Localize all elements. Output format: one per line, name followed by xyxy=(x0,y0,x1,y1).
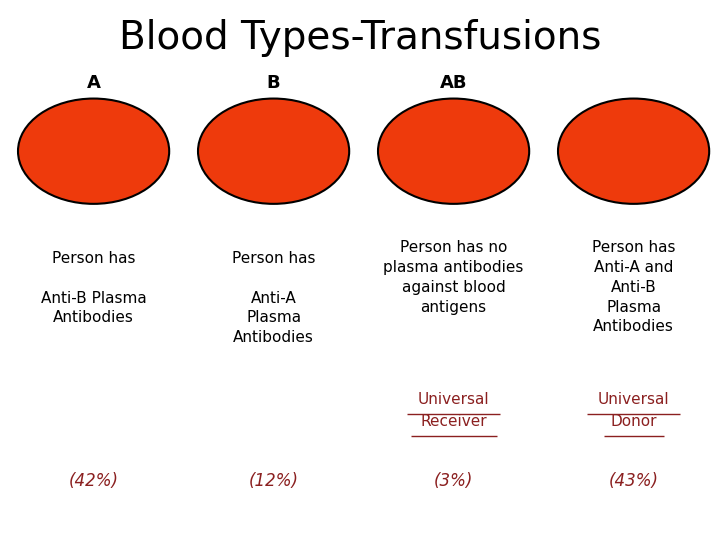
Text: (3%): (3%) xyxy=(434,471,473,490)
Text: Blood Types-Transfusions: Blood Types-Transfusions xyxy=(119,19,601,57)
Text: Donor: Donor xyxy=(611,414,657,429)
Text: AB: AB xyxy=(440,74,467,92)
Text: (12%): (12%) xyxy=(248,471,299,490)
Text: Person has

Anti-A
Plasma
Antibodies: Person has Anti-A Plasma Antibodies xyxy=(232,251,315,345)
Ellipse shape xyxy=(558,98,709,204)
Text: Universal: Universal xyxy=(418,392,490,407)
Text: (42%): (42%) xyxy=(68,471,119,490)
Text: (43%): (43%) xyxy=(608,471,659,490)
Text: Receiver: Receiver xyxy=(420,414,487,429)
Ellipse shape xyxy=(378,98,529,204)
Ellipse shape xyxy=(198,98,349,204)
Text: B: B xyxy=(267,74,280,92)
Text: Person has no
plasma antibodies
against blood
antigens: Person has no plasma antibodies against … xyxy=(384,240,523,315)
Text: Person has

Anti-B Plasma
Antibodies: Person has Anti-B Plasma Antibodies xyxy=(41,251,146,326)
Text: Universal: Universal xyxy=(598,392,670,407)
Ellipse shape xyxy=(18,98,169,204)
Text: Person has
Anti-A and
Anti-B
Plasma
Antibodies: Person has Anti-A and Anti-B Plasma Anti… xyxy=(592,240,675,334)
Text: A: A xyxy=(86,74,101,92)
